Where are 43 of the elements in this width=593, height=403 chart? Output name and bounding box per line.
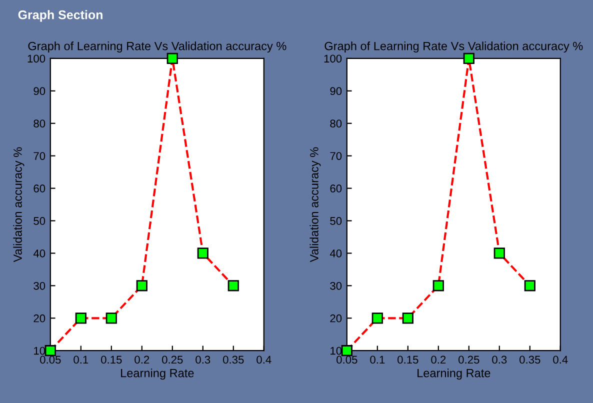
x-tick-label: 0.35 [520,356,540,364]
chart-title: Graph of Learning Rate Vs Validation accuracy % [28,42,286,53]
y-tick-label: 100 [28,54,46,63]
y-tick-label: 50 [330,217,342,225]
y-tick-label: 10 [330,346,342,355]
x-tick-label: 0.2 [134,356,150,364]
y-tick-label: 70 [330,152,342,160]
x-tick-label: 0.2 [431,356,446,364]
y-tick-label: 60 [330,184,342,192]
x-tick-label: 0.05 [336,356,358,364]
x-tick-label: 0.1 [370,356,385,364]
y-tick-label: 60 [34,184,46,192]
y-tick-label: 90 [330,87,342,96]
x-axis-title: Learning Rate [121,368,194,380]
y-tick-label: 80 [330,120,342,128]
x-tick-label: 0.3 [492,356,507,364]
x-axis-title: Learning Rate [418,368,490,380]
y-axis-title: Validation accuracy % [13,147,24,262]
y-tick-label: 20 [330,314,342,322]
x-tick-label: 0.4 [256,356,272,364]
y-tick-label: 20 [34,314,46,322]
y-tick-label: 10 [34,346,46,355]
x-tick-label: 0.25 [458,356,480,364]
y-tick-label: 90 [34,87,46,96]
y-tick-label: 30 [34,282,46,290]
y-tick-label: 40 [330,249,342,258]
y-tick-label: 80 [34,120,46,128]
x-tick-label: 0.1 [74,356,88,364]
x-tick-label: 0.35 [223,356,244,364]
y-tick-label: 50 [34,217,46,225]
x-tick-label: 0.25 [162,356,183,364]
y-tick-label: 30 [330,282,342,290]
y-axis-title: Validation accuracy % [310,147,321,262]
x-tick-label: 0.15 [101,356,122,364]
y-tick-label: 40 [33,249,46,258]
chart-title: Graph of Learning Rate Vs Validation accuracy % [324,42,583,53]
x-tick-label: 0.05 [40,356,61,364]
text: Graph Section [18,10,102,22]
y-tick-label: 70 [34,152,46,160]
x-tick-label: 0.4 [553,356,568,364]
x-tick-label: 0.3 [196,356,210,364]
y-tick-label: 100 [324,54,342,63]
x-tick-label: 0.15 [398,356,418,364]
